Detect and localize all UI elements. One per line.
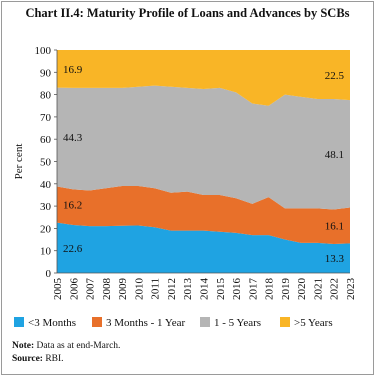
y-tick-label: 70 xyxy=(40,112,52,124)
x-tick-label: 2010 xyxy=(133,278,145,301)
x-tick-label: 2007 xyxy=(85,278,97,301)
area xyxy=(57,85,350,210)
y-tick-label: 50 xyxy=(40,157,52,169)
y-tick-label: 10 xyxy=(40,246,52,258)
x-tick-label: 2019 xyxy=(280,278,292,301)
x-tick-label: 2011 xyxy=(150,278,162,300)
x-tick-label: 2018 xyxy=(264,278,276,301)
source-text: RBI. xyxy=(45,354,64,364)
legend-swatch xyxy=(92,317,102,327)
note: Note: Data as at end-March. xyxy=(12,341,120,351)
data-label: 22.5 xyxy=(325,70,345,82)
legend-swatch xyxy=(280,317,290,327)
y-tick-label: 40 xyxy=(40,179,52,191)
y-tick-label: 0 xyxy=(46,268,52,280)
y-axis-label: Per cent xyxy=(13,144,25,180)
data-label: 13.3 xyxy=(325,253,345,265)
x-tick-label: 2009 xyxy=(117,278,129,301)
y-tick-label: 60 xyxy=(40,134,52,146)
x-tick-label: 2006 xyxy=(68,278,80,301)
area xyxy=(57,186,350,245)
data-label: 44.3 xyxy=(63,132,83,144)
x-tick-label: 2016 xyxy=(231,278,243,301)
x-tick-label: 2012 xyxy=(166,278,178,300)
data-label: 16.9 xyxy=(63,64,83,76)
x-tick-label: 2022 xyxy=(329,278,341,300)
chart-title: Chart II.4: Maturity Profile of Loans an… xyxy=(25,6,350,20)
y-tick-label: 30 xyxy=(40,201,52,213)
legend-label: 3 Months - 1 Year xyxy=(106,317,185,329)
x-tick-label: 2021 xyxy=(312,278,324,300)
x-tick-label: 2020 xyxy=(296,278,308,301)
source: Source: RBI. xyxy=(12,354,64,364)
x-tick-label: 2017 xyxy=(247,278,259,301)
y-tick-label: 20 xyxy=(40,223,52,235)
area xyxy=(57,222,350,273)
legend-label: >5 Years xyxy=(294,317,333,329)
x-tick-label: 2008 xyxy=(101,278,113,301)
x-tick-label: 2013 xyxy=(182,278,194,301)
x-tick-label: 2014 xyxy=(199,278,211,301)
data-label: 22.6 xyxy=(63,243,83,255)
y-tick-label: 100 xyxy=(35,45,52,57)
y-tick-label: 90 xyxy=(40,67,52,79)
legend-label: <3 Months xyxy=(28,317,76,329)
data-label: 16.1 xyxy=(325,220,344,232)
area xyxy=(57,50,350,106)
x-tick-label: 2005 xyxy=(52,278,64,301)
x-tick-label: 2023 xyxy=(345,278,357,301)
legend-label: 1 - 5 Years xyxy=(214,317,261,329)
data-label: 16.2 xyxy=(63,200,82,212)
note-label: Note: xyxy=(12,341,35,351)
x-tick-label: 2015 xyxy=(215,278,227,301)
y-tick-label: 80 xyxy=(40,90,52,102)
legend-swatch xyxy=(200,317,210,327)
data-label: 48.1 xyxy=(325,149,344,161)
note-text: Data as at end-March. xyxy=(36,341,121,351)
legend-swatch xyxy=(14,317,24,327)
source-label: Source: xyxy=(12,354,43,364)
